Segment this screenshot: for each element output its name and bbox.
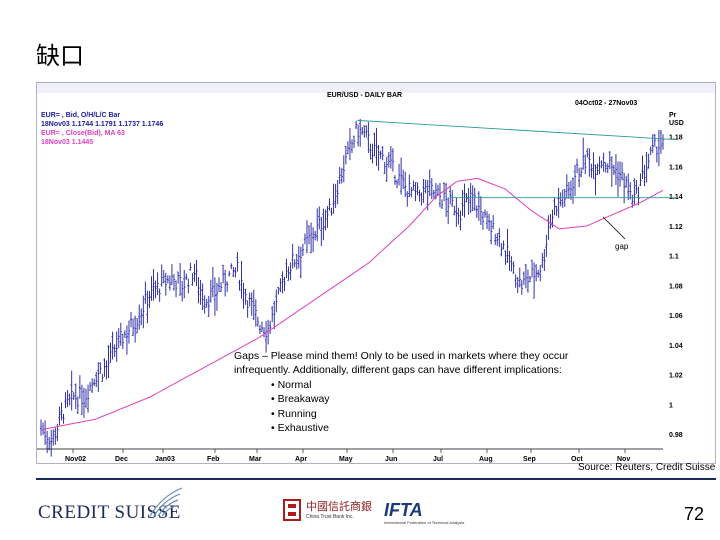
chart-date-range: 04Oct02 - 27Nov03 [575, 100, 637, 107]
y-tick-label: 1.12 [669, 224, 683, 231]
china-trust-name-cn: 中國信託商銀 [306, 500, 372, 513]
y-tick-label: 1.04 [669, 343, 683, 350]
page-number: 72 [684, 504, 705, 524]
china-trust-name-en: China Trust Bank Inc. [306, 514, 354, 520]
note-running: • Running [271, 408, 317, 420]
legend-bar-line1: EUR= , Bid, O/H/L/C Bar [41, 112, 120, 119]
chart-title: EUR/USD - DAILY BAR [327, 92, 402, 99]
y-tick-label: 1.1 [669, 254, 679, 261]
gap-label: gap [615, 242, 629, 251]
legend-ma-line1: EUR= , Close(Bid), MA 63 [41, 130, 125, 137]
x-tick-label: Apr [295, 456, 307, 463]
eurusd-chart: EUR/USD - DAILY BAR 04Oct02 - 27Nov03 Pr… [37, 83, 715, 463]
y-tick-label: 0.98 [669, 432, 683, 439]
trend-lines [357, 119, 678, 199]
note-breakaway: • Breakaway [271, 393, 330, 405]
x-tick-label: Oct [571, 456, 583, 463]
x-axis-labels: Nov02 Dec Jan03 Feb Mar Apr May Jun Jul Aug Sep Oct… [37, 448, 663, 463]
slide-title: 缺口 [36, 42, 84, 70]
x-tick-label: Jul [433, 456, 443, 463]
y-tick-label: 1.02 [669, 373, 683, 380]
footer-divider [36, 478, 716, 480]
credit-suisse-logo-text: CREDIT SUISSE [38, 502, 181, 523]
x-tick-label: Dec [115, 456, 128, 463]
ma-63-line [40, 177, 664, 431]
x-tick-label: Jun [385, 456, 397, 463]
y-tick-label: 1.06 [669, 313, 683, 320]
legend-bar-line2: 18Nov03 1.1744 1.1791 1.1737 1.1746 [41, 121, 163, 128]
legend-ma-line2: 18Nov03 1.1445 [41, 139, 93, 146]
china-trust-logo-icon [283, 499, 301, 521]
note-line-2: infrequently. Additionally, different ga… [234, 364, 562, 376]
y-unit-label-1: Pr [669, 112, 677, 119]
x-tick-label: Nov02 [65, 456, 86, 463]
moving-average [40, 177, 664, 431]
x-tick-label: May [339, 456, 353, 463]
annotation-notes: Gaps – Please mind them! Only to be used… [234, 350, 569, 434]
y-unit-label-2: USD [669, 120, 684, 127]
x-tick-label: Feb [207, 456, 219, 463]
x-tick-label: Jan03 [155, 456, 175, 463]
gap-pointer-line [602, 216, 626, 240]
y-tick-label: 1 [669, 402, 673, 409]
note-exhaustive: • Exhaustive [271, 422, 329, 434]
chart-frame: EUR/USD - DAILY BAR 04Oct02 - 27Nov03 Pr… [36, 82, 716, 464]
ifta-logo-subtitle: International Federation of Technical An… [384, 520, 465, 525]
chart-header-bar [37, 83, 715, 93]
price-bars [39, 118, 665, 457]
note-line-1: Gaps – Please mind them! Only to be used… [234, 350, 569, 362]
x-tick-label: Nov [617, 456, 630, 463]
source-note: Source: Reuters, Credit Suisse [578, 462, 716, 473]
resistance-line [357, 119, 678, 141]
x-tick-label: Aug [479, 456, 493, 463]
x-tick-label: Sep [523, 456, 536, 463]
y-tick-label: 1.16 [669, 164, 683, 171]
x-tick-label: Mar [249, 456, 262, 463]
y-tick-label: 1.18 [669, 135, 683, 142]
ifta-logo-text: IFTA [384, 500, 423, 520]
credit-suisse-sails-icon [149, 487, 183, 517]
y-tick-label: 1.08 [669, 283, 683, 290]
note-normal: • Normal [271, 379, 311, 391]
